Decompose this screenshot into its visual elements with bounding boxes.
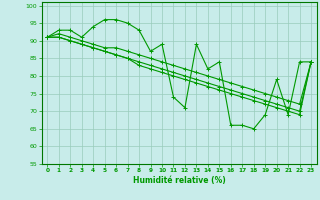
X-axis label: Humidité relative (%): Humidité relative (%) — [133, 176, 226, 185]
